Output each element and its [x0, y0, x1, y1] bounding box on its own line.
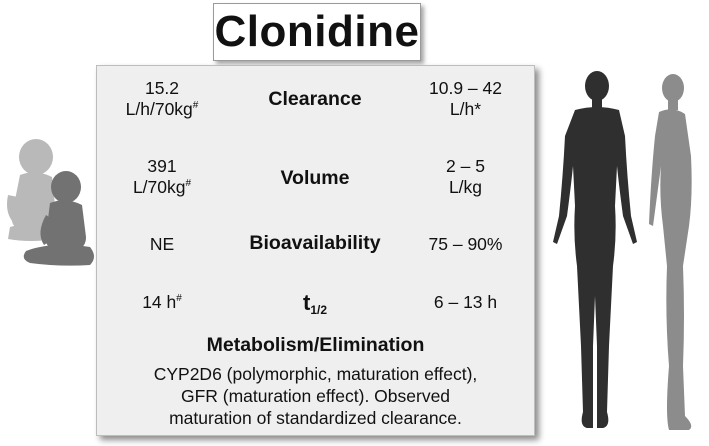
clearance-adult-unit: L/h*	[449, 99, 482, 119]
clearance-pediatric: 15.2 L/h/70kg#	[97, 78, 227, 120]
volume-pediatric: 391 L/70kg#	[97, 156, 227, 198]
volume-pediatric-mark: #	[185, 178, 192, 190]
metabolism-text: CYP2D6 (polymorphic, maturation effect),…	[97, 363, 534, 429]
metabolism-title: Metabolism/Elimination	[206, 334, 425, 356]
volume-pediatric-value: 391	[147, 156, 177, 176]
volume-label: Volume	[280, 167, 350, 189]
volume-adult: 2 – 5 L/kg	[397, 156, 534, 198]
half-life-pediatric-mark: #	[176, 293, 182, 305]
bioavailability-pediatric: NE	[149, 234, 175, 254]
metabolism-line: maturation of standardized clearance.	[169, 408, 462, 428]
clearance-pediatric-unit: L/h/70kg	[125, 99, 193, 119]
clearance-pediatric-mark: #	[192, 100, 199, 112]
bioavailability-label: Bioavailability	[249, 232, 381, 254]
metabolism-line: GFR (maturation effect). Observed	[180, 386, 451, 406]
title-box: Clonidine	[213, 3, 421, 61]
pk-panel: 15.2 L/h/70kg# Clearance 10.9 – 42 L/h* …	[96, 65, 535, 436]
half-life-label: t1/2	[217, 290, 413, 317]
clearance-adult-value: 10.9 – 42	[429, 78, 502, 98]
clearance-pediatric-value: 15.2	[144, 78, 180, 98]
half-life-pediatric-value: 14 h	[142, 292, 177, 312]
children-silhouette-icon	[7, 139, 94, 266]
half-life-label-t: t	[302, 290, 311, 315]
clearance-adult: 10.9 – 42 L/h*	[397, 78, 534, 120]
half-life-adult: 6 – 13 h	[433, 292, 498, 312]
bioavailability-adult: 75 – 90%	[428, 234, 503, 254]
adult-silhouettes-icon	[553, 71, 692, 430]
metabolism-line: CYP2D6 (polymorphic, maturation effect),	[153, 364, 478, 384]
half-life-pediatric: 14 h#	[97, 292, 227, 313]
volume-adult-value: 2 – 5	[446, 156, 485, 176]
drug-title: Clonidine	[214, 7, 420, 56]
volume-adult-unit: L/kg	[448, 177, 483, 197]
volume-pediatric-unit: L/70kg	[132, 177, 186, 197]
clearance-label: Clearance	[268, 88, 362, 110]
half-life-label-sub: 1/2	[310, 303, 327, 317]
